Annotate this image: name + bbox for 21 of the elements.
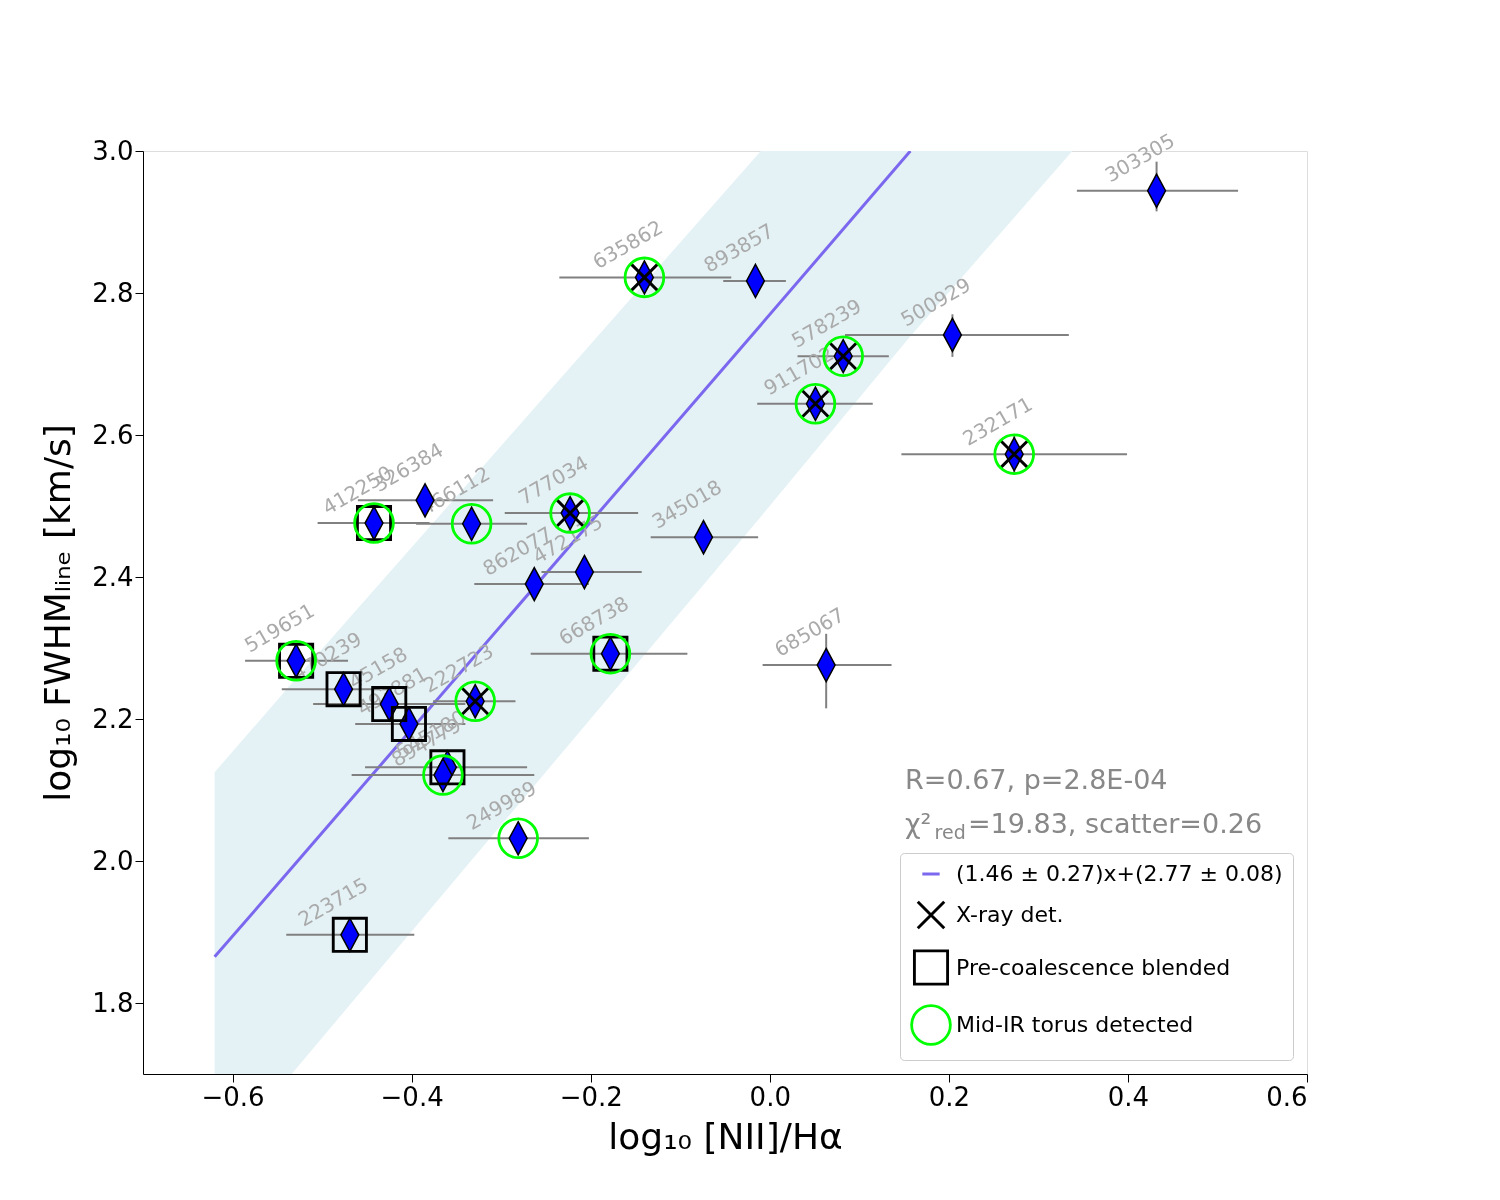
x-axis-title: log₁₀ [NII]/Hα (608, 1115, 843, 1157)
y-tick-label: 1.8 (92, 987, 134, 1018)
y-tick-label: 2.8 (92, 277, 134, 308)
legend-label: (1.46 ± 0.27)x+(2.77 ± 0.08) (956, 861, 1283, 886)
x-tick-label: −0.4 (380, 1081, 444, 1112)
x-tick-label: −0.6 (201, 1081, 265, 1112)
y-tick-label: 2.6 (92, 419, 134, 450)
y-tick-label: 2.0 (92, 845, 134, 876)
y-tick-label: 3.0 (92, 135, 134, 166)
legend-label: X-ray det. (956, 902, 1064, 927)
x-tick-label: 0.4 (1107, 1081, 1150, 1112)
y-axis-title: log₁₀ FWHMₗᵢₙₑ [km/s] (37, 424, 79, 802)
legend-label: Pre-coalescence blended (956, 954, 1231, 980)
legend-label: Mid-IR torus detected (956, 1012, 1194, 1037)
y-tick-label: 2.4 (92, 561, 134, 592)
y-tick-label: 2.2 (92, 703, 134, 734)
x-tick-label: 0.2 (928, 1081, 971, 1112)
x-tick-label: 0.0 (749, 1081, 791, 1112)
x-tick-label: 0.6 (1266, 1081, 1308, 1112)
annotation: R=0.67, p=2.8E-04 (905, 764, 1168, 795)
x-tick-label: −0.2 (559, 1081, 623, 1112)
